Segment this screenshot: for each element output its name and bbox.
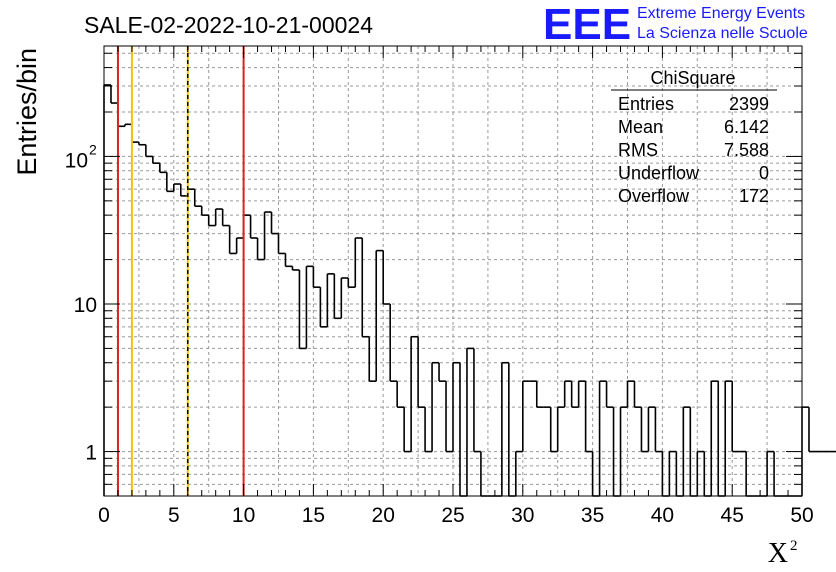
x-axis-label: X	[768, 538, 788, 569]
y-axis-label: Entries/bin	[12, 48, 42, 176]
stats-label: RMS	[618, 140, 658, 160]
x-tick-label: 10	[232, 504, 255, 527]
y-tick-label: 1	[85, 442, 97, 465]
stats-box-rows: Entries 2399 Mean 6.142 RMS 7.588 Underflow 0 Ov…	[618, 94, 769, 206]
x-tick-label: 0	[98, 504, 110, 527]
stats-label: Entries	[618, 94, 674, 114]
x-tick-label: 50	[790, 504, 813, 527]
stats-label: Underflow	[618, 163, 700, 183]
stats-value: 0	[759, 163, 769, 183]
x-tick-label: 30	[511, 504, 534, 527]
stats-value: 2399	[729, 94, 769, 114]
x-tick-labels: 0 5 10 15 20 25 30 35 40 45 50	[98, 504, 814, 527]
axis-ticks	[103, 46, 803, 496]
x-tick-label: 20	[372, 504, 395, 527]
x-axis-label-base: X	[768, 538, 788, 569]
x-tick-label: 40	[651, 504, 674, 527]
stats-label: Mean	[618, 117, 663, 137]
x-tick-label: 25	[441, 504, 464, 527]
eee-logo: EEE Extreme Energy Events La Scienza nel…	[543, 0, 808, 49]
x-tick-label: 15	[302, 504, 325, 527]
x-tick-label: 5	[168, 504, 180, 527]
x-axis-label-superscript: 2	[790, 538, 798, 554]
stats-box: ChiSquare Entries 2399 Mean 6.142 RMS 7.588 Un…	[611, 68, 777, 206]
x-tick-label: 35	[581, 504, 604, 527]
y-tick-label: 10	[65, 149, 88, 172]
eee-logo-line1: Extreme Energy Events	[637, 5, 805, 22]
y-tick-label: 10	[74, 294, 97, 317]
eee-logo-line2: La Scienza nelle Scuole	[637, 25, 808, 42]
stats-box-title: ChiSquare	[650, 68, 735, 88]
stats-label: Overflow	[618, 186, 690, 206]
chart-title: SALE-02-2022-10-21-00024	[84, 12, 373, 38]
stats-value: 172	[739, 186, 769, 206]
histogram-series	[103, 84, 836, 497]
reference-lines	[116, 46, 245, 496]
eee-logo-mark: EEE	[543, 0, 631, 49]
stats-value: 7.588	[724, 140, 769, 160]
stats-value: 6.142	[724, 117, 769, 137]
x-tick-label: 45	[721, 504, 744, 527]
y-tick-label-exponent: 2	[89, 141, 97, 157]
